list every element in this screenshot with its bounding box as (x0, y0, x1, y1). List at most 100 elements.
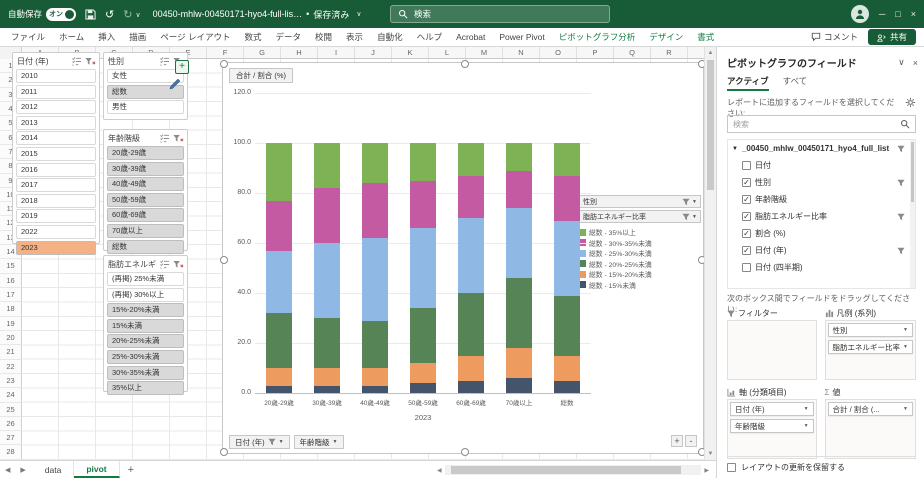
slicer-item[interactable]: 総数 (107, 84, 184, 99)
ribbon-tab[interactable]: 数式 (244, 32, 262, 42)
resize-handle[interactable] (220, 60, 228, 68)
comments-button[interactable]: コメント (811, 31, 858, 43)
slicer-item[interactable]: 男性 (107, 100, 184, 115)
slicer-item[interactable]: 2017 (16, 178, 96, 193)
maximize-button[interactable]: □ (895, 9, 901, 19)
column-header[interactable]: O (540, 47, 577, 58)
slicer-item[interactable]: 25%-30%未満 (107, 349, 184, 364)
sheet-nav-right-icon[interactable]: ▶ (20, 466, 26, 474)
document-title[interactable]: 00450-mhlw-00450171-hyo4-full-lis… • 保存済… (153, 8, 362, 21)
field-checkbox[interactable]: ✓ (742, 194, 751, 204)
tab-active-fields[interactable]: アクティブ (727, 75, 769, 91)
slicer-item[interactable]: 20%-25%未満 (107, 334, 184, 349)
horizontal-scrollbar[interactable]: ◀ ▶ (434, 464, 712, 476)
column-header[interactable]: H (281, 47, 318, 58)
field-row[interactable]: ✓ 年齢階級 (728, 191, 915, 208)
expand-caret-icon[interactable]: ▼ (732, 145, 738, 152)
column-header[interactable]: L (429, 47, 466, 58)
ribbon-tab[interactable]: ファイル (11, 32, 46, 42)
slicer-item[interactable]: 2016 (16, 162, 96, 177)
scroll-left-icon[interactable]: ◀ (437, 467, 442, 474)
ribbon-tab[interactable]: 描画 (129, 32, 147, 42)
ribbon-tab[interactable]: ページ レイアウト (160, 32, 231, 42)
sheet-tab-pivot[interactable]: pivot (74, 461, 120, 478)
field-table-row[interactable]: ▼ _00450_mhlw_00450171_hyo4_full_list (728, 140, 915, 157)
field-checkbox[interactable] (742, 161, 751, 170)
field-row[interactable]: ✓ 性別 (728, 174, 915, 191)
pane-close-icon[interactable]: × (912, 57, 918, 68)
slicer-item[interactable]: 15%未満 (107, 318, 184, 333)
sheet-nav-left-icon[interactable]: ◀ (5, 466, 11, 474)
pivot-chart[interactable]: 合計 / 割合 (%) 性別 ▼ 脂肪エネルギー比率 ▼ 総数 - 35%以上総… (220, 60, 706, 456)
filters-dropzone[interactable] (727, 320, 817, 380)
legend-field-button-fat-ratio[interactable]: 脂肪エネルギー比率 ▼ (579, 210, 701, 223)
new-sheet-button[interactable]: + (127, 463, 135, 476)
slicer-item[interactable]: 50歳-59歳 (107, 192, 184, 207)
multi-select-icon[interactable] (72, 57, 82, 66)
sheet-tab-data[interactable]: data (33, 461, 75, 478)
slicer-item[interactable]: 総数 (107, 239, 184, 254)
slicer-item[interactable]: 2010 (16, 69, 96, 83)
value-field-button[interactable]: 合計 / 割合 (%) (229, 68, 293, 83)
row-header[interactable]: 28 (0, 445, 22, 460)
slicer-item[interactable]: 2015 (16, 146, 96, 161)
save-icon[interactable] (85, 8, 96, 20)
slicer-item[interactable]: 2013 (16, 115, 96, 130)
field-row[interactable]: ✓ 日付 (年) (728, 242, 915, 259)
clear-filter-icon[interactable] (173, 260, 184, 269)
axis-dropzone[interactable]: 日付 (年) ▼ 年齢階級 ▼ (727, 399, 817, 459)
ribbon-tab[interactable]: 書式 (697, 32, 715, 42)
column-header[interactable]: P (577, 47, 614, 58)
undo-icon[interactable]: ↺ (105, 8, 115, 21)
slicer-item[interactable]: 2014 (16, 131, 96, 146)
row-header[interactable]: 22 (0, 359, 22, 374)
slicer-item[interactable]: 2012 (16, 100, 96, 115)
axis-field-button-date-year[interactable]: 日付 (年) ▼ (229, 435, 290, 449)
ribbon-tab[interactable]: ピボットグラフ分析 (558, 32, 636, 42)
row-header[interactable]: 15 (0, 259, 22, 274)
row-header[interactable]: 23 (0, 373, 22, 389)
column-header[interactable]: K (392, 47, 429, 58)
ribbon-tab[interactable]: 自動化 (377, 32, 403, 42)
slicer-item[interactable]: 女性 (107, 69, 184, 83)
field-row[interactable]: 日付 (四半期) (728, 259, 915, 276)
clear-filter-icon[interactable] (173, 134, 184, 143)
axis-field-button-age-group[interactable]: 年齢階級 ▼ (293, 435, 344, 449)
defer-layout-checkbox[interactable] (727, 463, 736, 472)
slicer-item[interactable]: 2022 (16, 224, 96, 239)
share-button[interactable]: 共有 (867, 29, 916, 45)
resize-handle[interactable] (220, 256, 228, 264)
ribbon-tab[interactable]: デザイン (649, 32, 684, 42)
ribbon-tab[interactable]: ホーム (59, 32, 85, 42)
scroll-up-icon[interactable]: ▲ (707, 50, 714, 56)
slicer-item[interactable]: 2018 (16, 193, 96, 208)
column-header[interactable]: I (318, 47, 355, 58)
values-dropzone[interactable]: 合計 / 割合 (... ▼ (824, 399, 916, 459)
resize-handle[interactable] (461, 448, 469, 456)
resize-handle[interactable] (461, 60, 469, 68)
tab-all-fields[interactable]: すべて (782, 76, 808, 86)
slicer-date-year[interactable]: 日付 (年) 2010 2011 2012 2013 2014 2015 2016 2017 2… (12, 52, 100, 255)
row-header[interactable]: 19 (0, 316, 22, 331)
multi-select-icon[interactable] (160, 57, 170, 66)
row-header[interactable]: 21 (0, 345, 22, 360)
ribbon-tab[interactable]: Acrobat (456, 32, 486, 42)
ribbon-tab[interactable]: Power Pivot (499, 32, 545, 42)
column-header[interactable]: Q (614, 47, 651, 58)
slicer-item[interactable]: 2023 (16, 240, 96, 255)
slicer-item[interactable]: 70歳以上 (107, 223, 184, 238)
tools-gear-icon[interactable] (905, 97, 916, 110)
row-header[interactable]: 25 (0, 402, 22, 417)
slicer-age-group[interactable]: 年齢階級 20歳-29歳 30歳-39歳 40歳-49歳 50歳-59歳 60歳-69歳… (103, 129, 188, 254)
autosave-toggle[interactable]: 自動保存 オン (8, 7, 77, 21)
area-field-item[interactable]: 脂肪エネルギー比率 ▼ (827, 340, 913, 354)
row-header[interactable]: 20 (0, 330, 22, 346)
column-header[interactable]: N (503, 47, 540, 58)
slicer-item[interactable]: 35%以上 (107, 381, 184, 396)
slicer-item[interactable]: 20歳-29歳 (107, 146, 184, 160)
search-box[interactable]: 検索 (390, 5, 610, 23)
column-header[interactable]: M (466, 47, 503, 58)
row-header[interactable]: 18 (0, 302, 22, 317)
area-field-item[interactable]: 合計 / 割合 (... ▼ (827, 402, 913, 416)
area-field-item[interactable]: 日付 (年) ▼ (730, 402, 814, 416)
